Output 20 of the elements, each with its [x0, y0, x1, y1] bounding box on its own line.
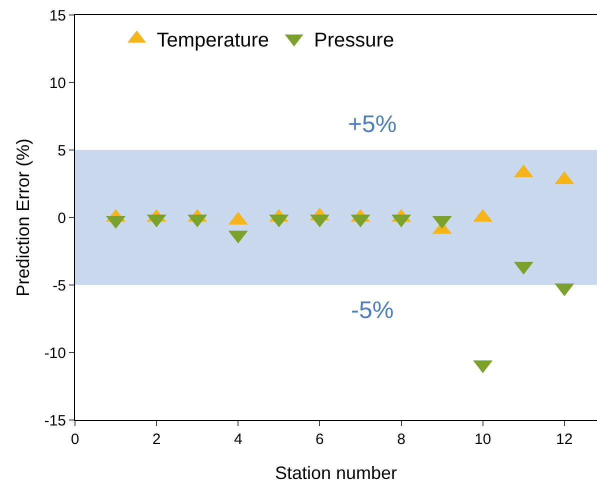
x-tick-label: 2: [152, 431, 161, 448]
y-tick-label: 10: [49, 74, 66, 92]
legend-label: Pressure: [314, 29, 394, 52]
y-tick-label: 0: [58, 210, 66, 227]
x-axis-title: Station number: [274, 463, 398, 483]
y-tick-label: 5: [58, 142, 66, 160]
annotation: -5%: [351, 297, 394, 324]
x-tick-label: 0: [70, 431, 80, 448]
legend-label: Temperature: [156, 29, 270, 52]
x-tick-label: 4: [234, 431, 242, 448]
x-tick-label: 10: [474, 431, 492, 448]
y-tick-label: -15: [44, 412, 66, 430]
x-tick-label: 8: [397, 431, 406, 448]
y-tick-label: -10: [44, 344, 66, 362]
y-axis-title: Prediction Error (%): [13, 138, 33, 297]
x-tick-label: 12: [556, 431, 573, 448]
y-tick-label: -5: [52, 277, 66, 294]
x-tick-label: 6: [316, 431, 324, 448]
annotation: +5%: [348, 111, 397, 138]
y-tick-label: 15: [49, 7, 66, 24]
